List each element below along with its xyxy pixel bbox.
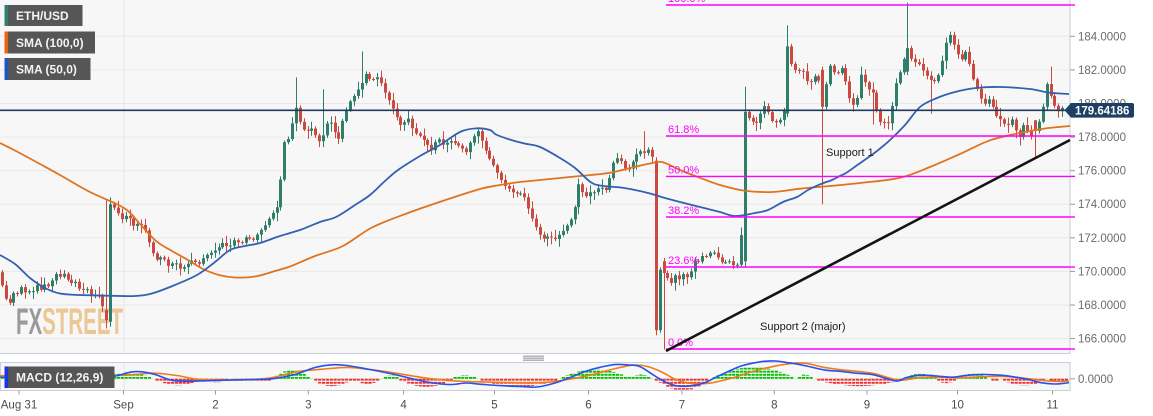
svg-text:4: 4 <box>400 400 407 412</box>
svg-text:10: 10 <box>951 400 964 412</box>
svg-text:182.0000: 182.0000 <box>1078 65 1126 77</box>
svg-text:38.2%: 38.2% <box>668 205 699 217</box>
svg-text:Sep: Sep <box>113 400 133 412</box>
svg-text:2: 2 <box>212 400 218 412</box>
svg-text:178.0000: 178.0000 <box>1078 132 1126 144</box>
svg-text:100.0%: 100.0% <box>668 0 706 5</box>
svg-text:11: 11 <box>1047 400 1059 412</box>
svg-text:61.8%: 61.8% <box>668 124 699 136</box>
svg-text:Support 1: Support 1 <box>826 147 874 159</box>
svg-text:179.64186: 179.64186 <box>1075 106 1129 118</box>
svg-text:8: 8 <box>771 400 777 412</box>
svg-text:Aug 31: Aug 31 <box>1 400 37 412</box>
svg-text:50.0%: 50.0% <box>668 164 699 176</box>
svg-text:168.0000: 168.0000 <box>1078 300 1126 312</box>
svg-text:9: 9 <box>864 400 870 412</box>
svg-text:SMA (50,0): SMA (50,0) <box>16 62 77 76</box>
svg-text:MACD (12,26,9): MACD (12,26,9) <box>16 371 103 385</box>
svg-text:172.0000: 172.0000 <box>1078 233 1126 245</box>
svg-text:174.0000: 174.0000 <box>1078 199 1126 211</box>
svg-text:7: 7 <box>679 400 685 412</box>
svg-text:23.6%: 23.6% <box>668 255 699 267</box>
svg-text:5: 5 <box>491 400 497 412</box>
svg-text:3: 3 <box>305 400 311 412</box>
svg-text:176.0000: 176.0000 <box>1078 166 1126 178</box>
svg-text:ETH/USD: ETH/USD <box>16 9 69 23</box>
svg-text:166.0000: 166.0000 <box>1078 334 1126 346</box>
svg-text:0.0000: 0.0000 <box>1078 374 1113 386</box>
svg-text:6: 6 <box>585 400 591 412</box>
svg-text:170.0000: 170.0000 <box>1078 266 1126 278</box>
svg-text:184.0000: 184.0000 <box>1078 31 1126 43</box>
svg-text:Support 2 (major): Support 2 (major) <box>760 321 846 333</box>
svg-text:SMA (100,0): SMA (100,0) <box>16 36 84 50</box>
